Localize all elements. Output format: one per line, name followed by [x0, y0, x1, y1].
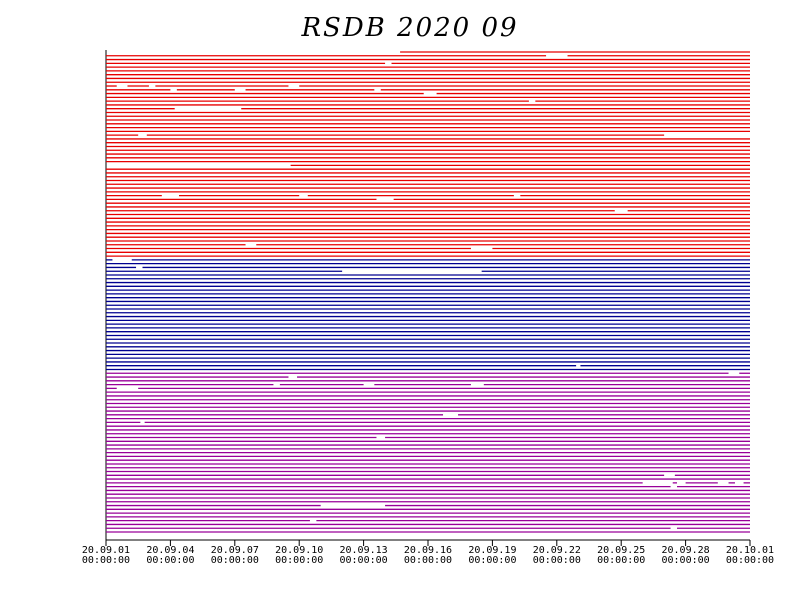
x-tick-label-line: 20.10.01: [726, 545, 774, 556]
x-tick-label-line: 20.09.13: [340, 545, 388, 556]
x-tick-label-line: 00:00:00: [340, 555, 388, 566]
x-tick-label: 20.09.13 00:00:00: [340, 545, 388, 566]
x-tick-label-line: 20.09.07: [211, 545, 259, 556]
x-tick-label: 20.09.22 00:00:00: [533, 545, 581, 566]
x-tick-label-line: 00:00:00: [533, 555, 581, 566]
x-tick-label-line: 20.09.22: [533, 545, 581, 556]
x-tick-label-line: 00:00:00: [662, 555, 710, 566]
x-tick-label: 20.09.25 00:00:00: [597, 545, 645, 566]
x-tick-label-line: 00:00:00: [146, 555, 194, 566]
x-tick-label-line: 20.09.01: [82, 545, 130, 556]
x-tick-label: 20.10.01 00:00:00: [726, 545, 774, 566]
x-tick-label-line: 00:00:00: [404, 555, 452, 566]
x-tick-label-line: 20.09.04: [146, 545, 194, 556]
x-tick-label: 20.09.01 00:00:00: [82, 545, 130, 566]
x-tick-label-line: 00:00:00: [211, 555, 259, 566]
x-tick-label-line: 00:00:00: [726, 555, 774, 566]
x-tick-label-line: 20.09.19: [468, 545, 516, 556]
x-tick-label-line: 00:00:00: [468, 555, 516, 566]
x-tick-label-line: 20.09.10: [275, 545, 323, 556]
x-tick-label-line: 20.09.28: [662, 545, 710, 556]
x-tick-label: 20.09.16 00:00:00: [404, 545, 452, 566]
x-tick-label-line: 20.09.16: [404, 545, 452, 556]
x-tick-label-line: 20.09.25: [597, 545, 645, 556]
x-tick-label: 20.09.07 00:00:00: [211, 545, 259, 566]
x-tick-label-line: 00:00:00: [597, 555, 645, 566]
x-tick-label: 20.09.04 00:00:00: [146, 545, 194, 566]
x-tick-label: 20.09.28 00:00:00: [662, 545, 710, 566]
x-tick-label-line: 00:00:00: [275, 555, 323, 566]
x-tick-label: 20.09.10 00:00:00: [275, 545, 323, 566]
x-tick-label-line: 00:00:00: [82, 555, 130, 566]
chart-title: RSDB 2020 09: [300, 13, 518, 43]
x-tick-label: 20.09.19 00:00:00: [468, 545, 516, 566]
